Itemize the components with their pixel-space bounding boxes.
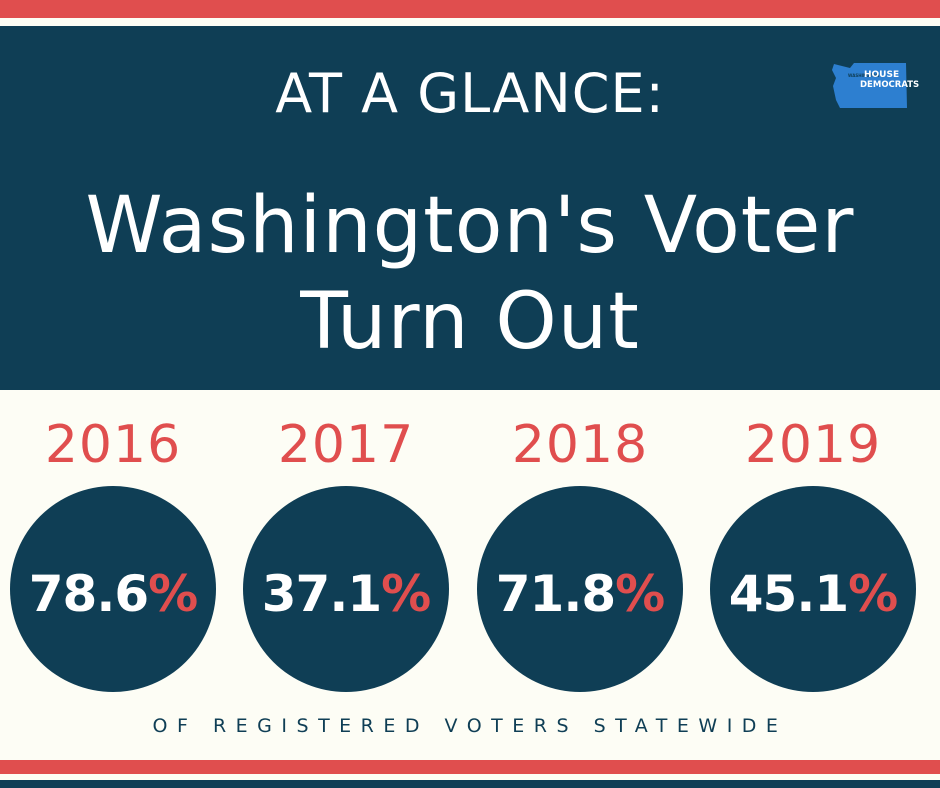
header-panel: WASHINGTON HOUSE DEMOCRATS [0,26,940,390]
stat-unit: % [381,565,431,623]
stat-percent: 45.1% [710,566,916,622]
tagline: OF REGISTERED VOTERS STATEWIDE [152,715,788,737]
stat-value: 45.1 [728,565,849,623]
stat-value: 71.8 [495,565,616,623]
stat-unit: % [148,565,198,623]
title-line-2: Turn Out [300,277,640,367]
logo-democrats-text: DEMOCRATS [860,80,920,90]
logo-house-text: HOUSE [864,70,900,80]
stat-year: 2019 [744,415,882,475]
bottom-red-stripe [0,760,940,774]
stat-circle [477,486,683,692]
stat-percent: 37.1% [243,566,449,622]
top-red-stripe [0,0,940,18]
bottom-navy-stripe [0,780,940,788]
page-title: Washington's Voter Turn Out [0,178,940,370]
logo-washington-text: WASHINGTON [848,73,880,78]
stat-circle [710,486,916,692]
stat-circle [10,486,216,692]
stat-unit: % [848,565,898,623]
house-democrats-logo: WASHINGTON HOUSE DEMOCRATS [830,60,919,110]
stat-year: 2016 [44,415,182,475]
stat-percent: 71.8% [477,566,683,622]
stat-unit: % [615,565,665,623]
bottom-cream-stripe [0,774,940,780]
stat-year: 2017 [277,415,415,475]
top-cream-stripe [0,18,940,26]
stat-year: 2018 [511,415,649,475]
title-line-1: Washington's Voter [85,181,855,271]
stat-circle [243,486,449,692]
stat-value: 37.1 [261,565,382,623]
stat-value: 78.6 [28,565,149,623]
kicker-heading: AT A GLANCE: [275,62,665,125]
stat-percent: 78.6% [10,566,216,622]
